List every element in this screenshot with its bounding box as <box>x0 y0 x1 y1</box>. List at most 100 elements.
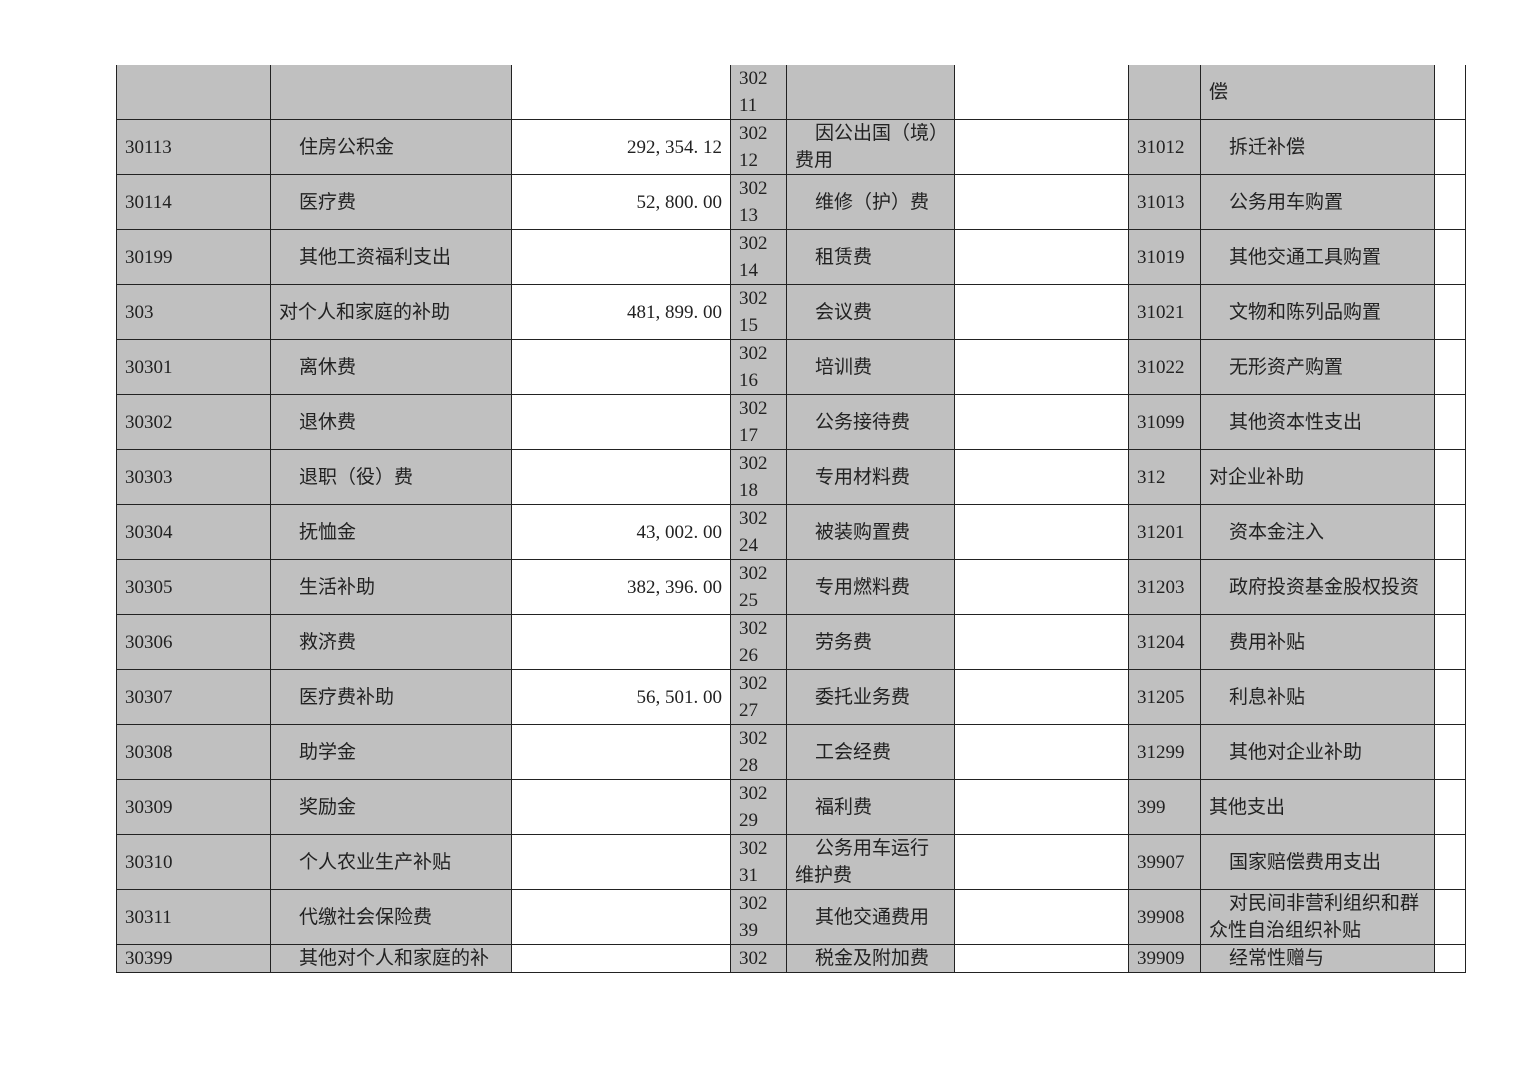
code-cell-text: 30113 <box>125 136 172 158</box>
table-row: 30301 离休费 30216 培训费 31022 无形资产购置 <box>116 339 1466 395</box>
code-cell: 30311 <box>116 889 271 945</box>
name-cell-text: 劳务费 <box>814 631 872 653</box>
amount-cell-text: 481, 899. 00 <box>627 301 722 323</box>
code-cell-text: 302 <box>739 948 768 969</box>
name-cell-text: 对民间非营利组织和群众性自治组织补贴 <box>1209 893 1419 941</box>
table-row: 30308 助学金 30228 工会经费 31299 其他对企业补助 <box>116 724 1466 780</box>
table-row: 303 对个人和家庭的补助 481, 899. 00 30215 会议费 31021 文物和… <box>116 284 1466 340</box>
code-cell-text: 30399 <box>125 948 173 969</box>
code-cell: 30304 <box>116 504 271 560</box>
name-cell-text: 租赁费 <box>814 246 872 268</box>
code-cell: 30225 <box>730 559 787 615</box>
amount-cell <box>954 834 1129 890</box>
amount-cell <box>511 614 731 670</box>
name-cell: 对个人和家庭的补助 <box>270 284 512 340</box>
name-cell: 公务用车购置 <box>1200 174 1435 230</box>
name-cell-text: 因公出国（境）费用 <box>795 123 939 171</box>
code-cell-text: 399 <box>1137 796 1166 818</box>
amount-cell <box>1434 284 1466 340</box>
amount-cell <box>1434 229 1466 285</box>
name-cell-text: 助学金 <box>298 741 356 763</box>
table-row: 30305 生活补助 382, 396. 00 30225 专用燃料费 31203 政府投资… <box>116 559 1466 615</box>
name-cell: 其他支出 <box>1200 779 1435 835</box>
code-cell: 31203 <box>1128 559 1201 615</box>
code-cell: 30231 <box>730 834 787 890</box>
name-cell: 劳务费 <box>786 614 955 670</box>
name-cell-text: 医疗费 <box>298 191 356 213</box>
code-cell: 39907 <box>1128 834 1201 890</box>
name-cell: 税金及附加费 <box>786 944 955 973</box>
code-cell-text: 30231 <box>739 838 768 886</box>
expenditure-table: 30211 偿 30113 住房公积金 292, 354. 12 30212 因公出国（境）… <box>116 65 1466 973</box>
table-row: 30306 救济费 30226 劳务费 31204 费用补贴 <box>116 614 1466 670</box>
table-row: 30307 医疗费补助 56, 501. 00 30227 委托业务费 31205 利息补贴 <box>116 669 1466 725</box>
code-cell-text: 30310 <box>125 851 173 873</box>
code-cell: 31012 <box>1128 119 1201 175</box>
amount-cell <box>954 724 1129 780</box>
code-cell-text: 30306 <box>125 631 173 653</box>
name-cell-text: 医疗费补助 <box>298 686 394 708</box>
name-cell-text: 离休费 <box>298 356 356 378</box>
code-cell-text: 31299 <box>1137 741 1185 763</box>
amount-cell <box>511 724 731 780</box>
table-row: 30311 代缴社会保险费 30239 其他交通费用 39908 对民间非营利组织和群众性… <box>116 889 1466 945</box>
name-cell: 退休费 <box>270 394 512 450</box>
amount-cell <box>954 65 1129 120</box>
name-cell: 救济费 <box>270 614 512 670</box>
code-cell-text: 30311 <box>125 906 172 928</box>
code-cell: 30229 <box>730 779 787 835</box>
amount-cell <box>1434 504 1466 560</box>
name-cell-text: 对个人和家庭的补助 <box>279 301 451 323</box>
name-cell-text: 公务接待费 <box>814 411 910 433</box>
name-cell: 国家赔偿费用支出 <box>1200 834 1435 890</box>
code-cell-text: 31021 <box>1137 301 1185 323</box>
name-cell-text: 拆迁补偿 <box>1228 136 1305 158</box>
code-cell-text: 30239 <box>739 893 768 941</box>
code-cell-text: 30228 <box>739 728 768 776</box>
amount-cell-text: 292, 354. 12 <box>627 136 722 158</box>
name-cell: 其他交通工具购置 <box>1200 229 1435 285</box>
name-cell: 培训费 <box>786 339 955 395</box>
code-cell-text: 31019 <box>1137 246 1185 268</box>
name-cell-text: 工会经费 <box>814 741 891 763</box>
name-cell: 公务用车运行维护费 <box>786 834 955 890</box>
amount-cell <box>954 669 1129 725</box>
code-cell: 30305 <box>116 559 271 615</box>
code-cell-text: 30224 <box>739 508 768 556</box>
name-cell-text: 费用补贴 <box>1228 631 1305 653</box>
name-cell-text: 退休费 <box>298 411 356 433</box>
amount-cell <box>1434 339 1466 395</box>
name-cell-text: 退职（役）费 <box>298 466 413 488</box>
name-cell: 其他工资福利支出 <box>270 229 512 285</box>
name-cell: 其他交通费用 <box>786 889 955 945</box>
name-cell: 退职（役）费 <box>270 449 512 505</box>
code-cell-text: 31099 <box>1137 411 1185 433</box>
amount-cell: 43, 002. 00 <box>511 504 731 560</box>
amount-cell <box>511 229 731 285</box>
name-cell-text: 个人农业生产补贴 <box>298 851 451 873</box>
amount-cell <box>1434 889 1466 945</box>
name-cell: 对民间非营利组织和群众性自治组织补贴 <box>1200 889 1435 945</box>
code-cell: 30226 <box>730 614 787 670</box>
code-cell: 312 <box>1128 449 1201 505</box>
code-cell-text: 30114 <box>125 191 172 213</box>
name-cell-text: 其他工资福利支出 <box>298 246 451 268</box>
code-cell-text: 31205 <box>1137 686 1185 708</box>
amount-cell <box>1434 944 1466 973</box>
name-cell-text: 其他对个人和家庭的补 <box>298 948 489 969</box>
code-cell: 30216 <box>730 339 787 395</box>
code-cell-text: 30199 <box>125 246 173 268</box>
table-row: 30303 退职（役）费 30218 专用材料费 312 对企业补助 <box>116 449 1466 505</box>
code-cell-text: 30308 <box>125 741 173 763</box>
name-cell-text: 抚恤金 <box>298 521 356 543</box>
code-cell-text: 31204 <box>1137 631 1185 653</box>
amount-cell <box>954 449 1129 505</box>
code-cell: 30224 <box>730 504 787 560</box>
code-cell: 30399 <box>116 944 271 973</box>
code-cell-text: 312 <box>1137 466 1166 488</box>
name-cell-text: 福利费 <box>814 796 872 818</box>
name-cell: 生活补助 <box>270 559 512 615</box>
name-cell: 经常性赠与 <box>1200 944 1435 973</box>
code-cell-text: 39908 <box>1137 906 1185 928</box>
code-cell: 30301 <box>116 339 271 395</box>
